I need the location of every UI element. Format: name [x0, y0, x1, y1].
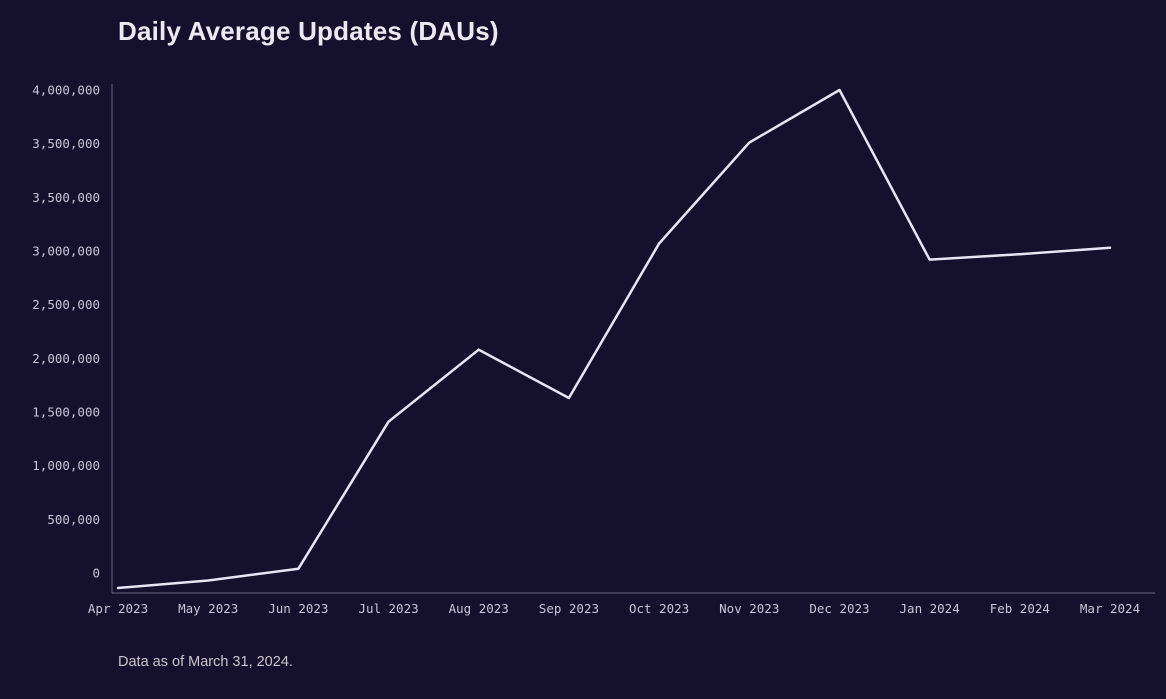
y-tick-label: 0	[92, 566, 100, 581]
chart-title: Daily Average Updates (DAUs)	[118, 16, 499, 46]
x-tick-label: Jun 2023	[268, 601, 328, 616]
y-tick-label: 2,000,000	[32, 351, 100, 366]
x-tick-label: Dec 2023	[809, 601, 869, 616]
x-tick-label: Apr 2023	[88, 601, 148, 616]
y-tick-label: 1,000,000	[32, 458, 100, 473]
y-tick-label: 4,000,000	[32, 83, 100, 98]
y-tick-label: 500,000	[47, 512, 100, 527]
x-tick-label: Aug 2023	[449, 601, 509, 616]
x-tick-label: Feb 2024	[990, 601, 1050, 616]
x-tick-label: Jan 2024	[900, 601, 960, 616]
y-tick-label: 3,000,000	[32, 244, 100, 259]
x-tick-label: Sep 2023	[539, 601, 599, 616]
dau-line-series	[116, 88, 1112, 590]
y-tick-label: 3,500,000	[32, 136, 100, 151]
x-tick-label: May 2023	[178, 601, 238, 616]
x-tick-label: Oct 2023	[629, 601, 689, 616]
y-tick-label: 3,500,000	[32, 190, 100, 205]
x-tick-label: Mar 2024	[1080, 601, 1140, 616]
x-tick-label: Nov 2023	[719, 601, 779, 616]
y-tick-label: 1,500,000	[32, 405, 100, 420]
y-tick-label: 2,500,000	[32, 297, 100, 312]
chart-caption: Data as of March 31, 2024.	[118, 654, 293, 670]
x-tick-label: Jul 2023	[358, 601, 418, 616]
